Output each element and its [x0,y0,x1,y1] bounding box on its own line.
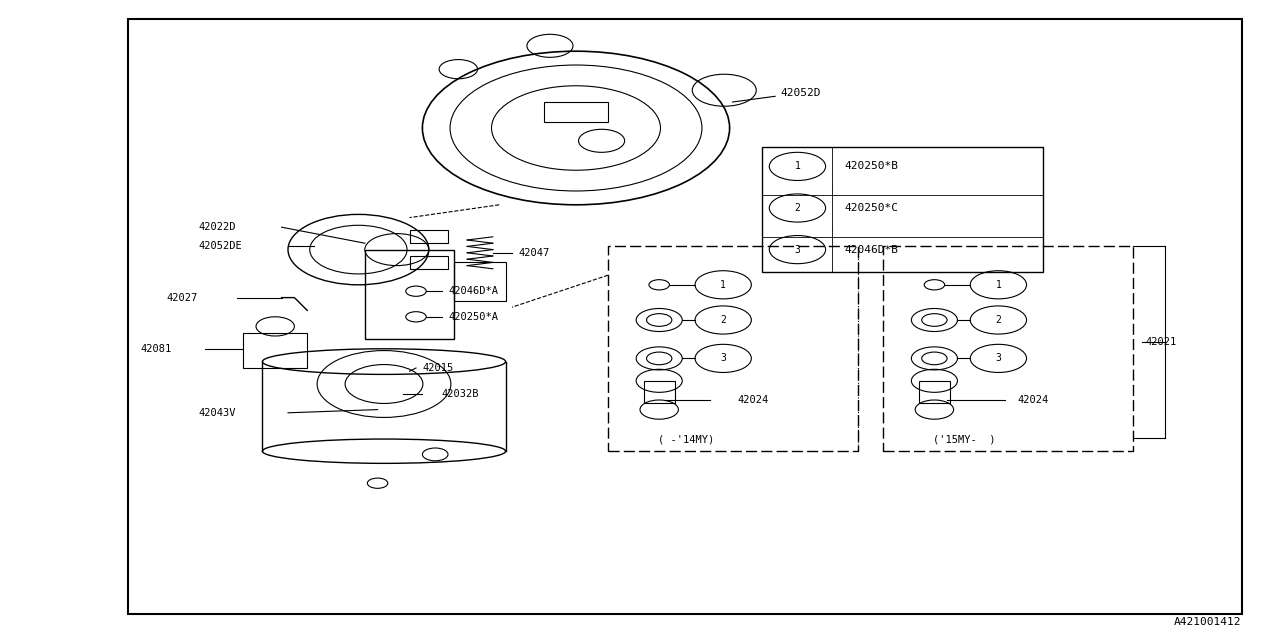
Text: 42081: 42081 [141,344,172,354]
Text: 42022D: 42022D [198,222,236,232]
Bar [128,19,1242,614]
Text: 42032B: 42032B [442,388,479,399]
Text: 42052D: 42052D [732,88,822,102]
Bar [243,333,307,368]
Text: 42052DE: 42052DE [198,241,242,252]
Text: 42046D*A: 42046D*A [448,286,498,296]
Ellipse shape [262,439,506,463]
Text: 1: 1 [795,161,800,172]
Text: 42015: 42015 [422,363,453,373]
Text: 42047: 42047 [518,248,549,258]
Text: 42024: 42024 [737,395,768,405]
Text: 3: 3 [721,353,726,364]
Text: 1: 1 [996,280,1001,290]
Text: 2: 2 [996,315,1001,325]
Text: 3: 3 [795,244,800,255]
Bar [644,381,675,403]
Text: ( -'14MY): ( -'14MY) [658,435,714,445]
Text: 420250*B: 420250*B [845,161,899,172]
Text: A421001412: A421001412 [1174,617,1242,627]
Text: 420250*A: 420250*A [448,312,498,322]
Bar [608,246,858,451]
Bar [410,256,448,269]
Bar [762,147,1043,272]
Text: 3: 3 [996,353,1001,364]
Text: ('15MY-  ): ('15MY- ) [933,435,996,445]
Bar [410,230,448,243]
Bar [883,246,1133,451]
Text: 42021: 42021 [1146,337,1176,348]
Bar [365,250,454,339]
Text: 42043V: 42043V [198,408,236,418]
Ellipse shape [262,349,506,374]
Text: 1: 1 [721,280,726,290]
Text: 42024: 42024 [1018,395,1048,405]
Bar [454,262,506,301]
Text: 42046D*B: 42046D*B [845,244,899,255]
Text: 2: 2 [795,203,800,213]
Bar [544,102,608,122]
Text: 2: 2 [721,315,726,325]
Text: 420250*C: 420250*C [845,203,899,213]
Text: 42027: 42027 [166,292,197,303]
Bar [919,381,950,403]
